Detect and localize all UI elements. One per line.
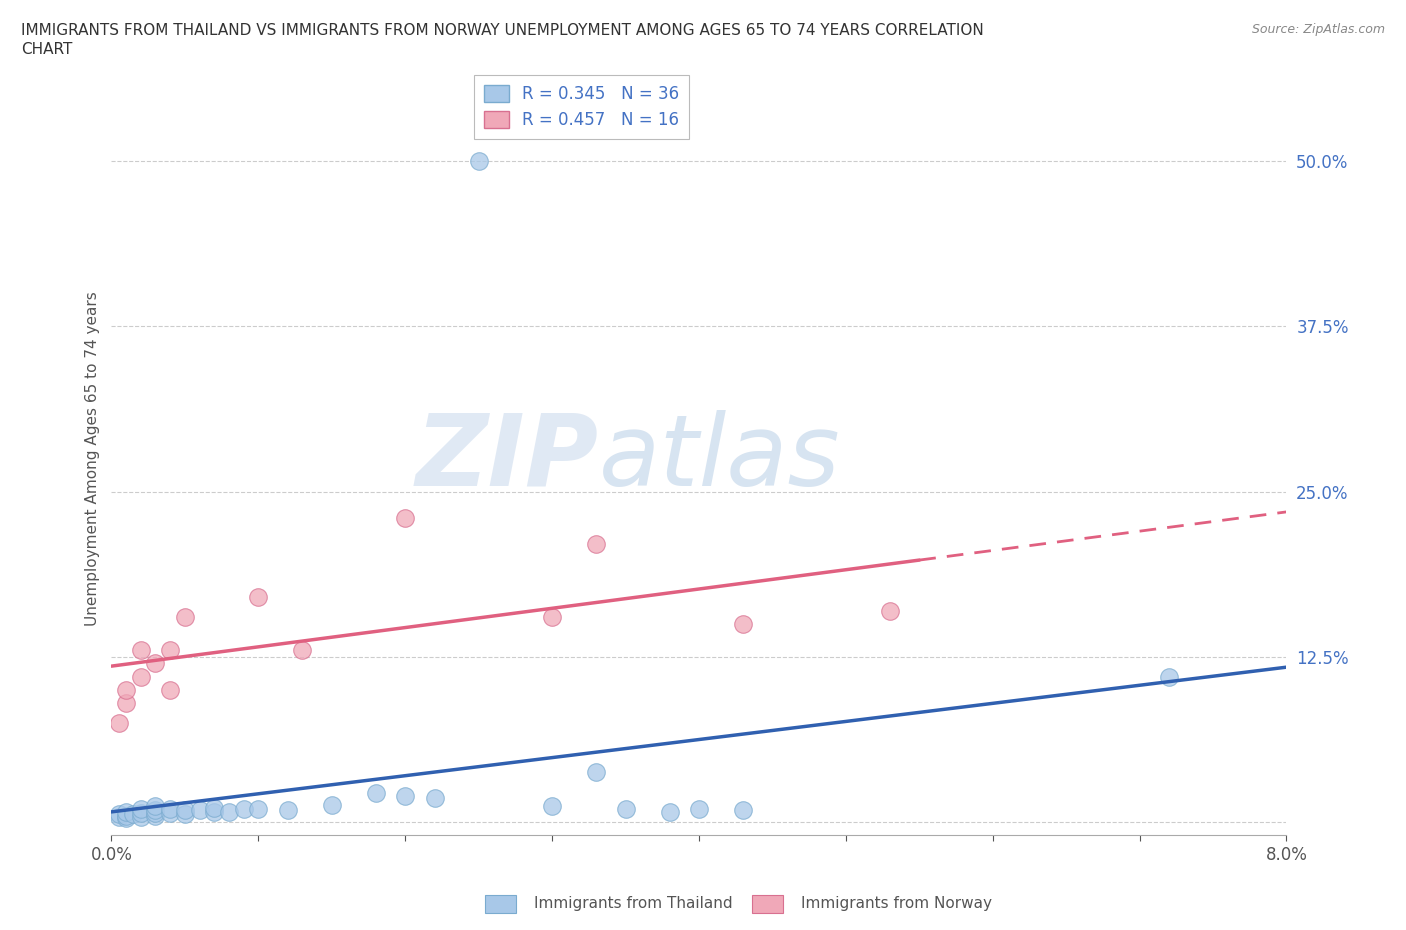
Text: Immigrants from Norway: Immigrants from Norway xyxy=(801,897,993,911)
Point xyxy=(173,807,195,822)
Point xyxy=(247,802,270,817)
Point xyxy=(321,798,343,813)
Point xyxy=(173,610,195,625)
Point xyxy=(541,799,564,814)
Point xyxy=(277,803,299,817)
Point xyxy=(658,804,681,819)
Point xyxy=(122,807,145,822)
Point xyxy=(129,802,152,817)
Point xyxy=(115,696,138,711)
Point xyxy=(731,617,754,631)
Point xyxy=(202,804,225,819)
Text: ZIP: ZIP xyxy=(416,410,599,507)
Text: IMMIGRANTS FROM THAILAND VS IMMIGRANTS FROM NORWAY UNEMPLOYMENT AMONG AGES 65 TO: IMMIGRANTS FROM THAILAND VS IMMIGRANTS F… xyxy=(21,23,984,38)
Point xyxy=(115,811,138,826)
Point xyxy=(688,802,710,817)
Point xyxy=(585,764,607,779)
Point xyxy=(145,656,167,671)
Point xyxy=(159,802,181,817)
Point xyxy=(467,153,489,168)
Point xyxy=(541,610,564,625)
Point xyxy=(115,808,138,823)
Point xyxy=(115,804,138,819)
Point xyxy=(129,805,152,820)
Point xyxy=(107,715,129,730)
Text: atlas: atlas xyxy=(599,410,841,507)
Point xyxy=(107,807,129,822)
Point xyxy=(1157,670,1180,684)
Point xyxy=(394,789,416,804)
Point xyxy=(879,604,901,618)
Point xyxy=(145,803,167,817)
Point xyxy=(107,809,129,824)
Point xyxy=(159,643,181,658)
Point xyxy=(115,683,138,698)
Point xyxy=(145,799,167,814)
Point xyxy=(585,537,607,551)
Point xyxy=(129,670,152,684)
Point xyxy=(188,803,211,817)
Point xyxy=(129,643,152,658)
Point xyxy=(731,803,754,817)
Point xyxy=(364,786,387,801)
Y-axis label: Unemployment Among Ages 65 to 74 years: Unemployment Among Ages 65 to 74 years xyxy=(86,291,100,626)
Point xyxy=(202,800,225,815)
Point xyxy=(218,804,240,819)
Point xyxy=(614,802,637,817)
Legend: R = 0.345   N = 36, R = 0.457   N = 16: R = 0.345 N = 36, R = 0.457 N = 16 xyxy=(474,74,689,140)
Point xyxy=(129,809,152,824)
Point xyxy=(145,808,167,823)
Point xyxy=(145,805,167,820)
Point xyxy=(159,805,181,820)
Point xyxy=(423,790,446,805)
Text: Immigrants from Thailand: Immigrants from Thailand xyxy=(534,897,733,911)
Point xyxy=(159,683,181,698)
Point xyxy=(247,590,270,604)
Point xyxy=(394,511,416,525)
Text: CHART: CHART xyxy=(21,42,73,57)
Point xyxy=(232,802,254,817)
Text: Source: ZipAtlas.com: Source: ZipAtlas.com xyxy=(1251,23,1385,36)
Point xyxy=(291,643,314,658)
Point xyxy=(173,803,195,817)
